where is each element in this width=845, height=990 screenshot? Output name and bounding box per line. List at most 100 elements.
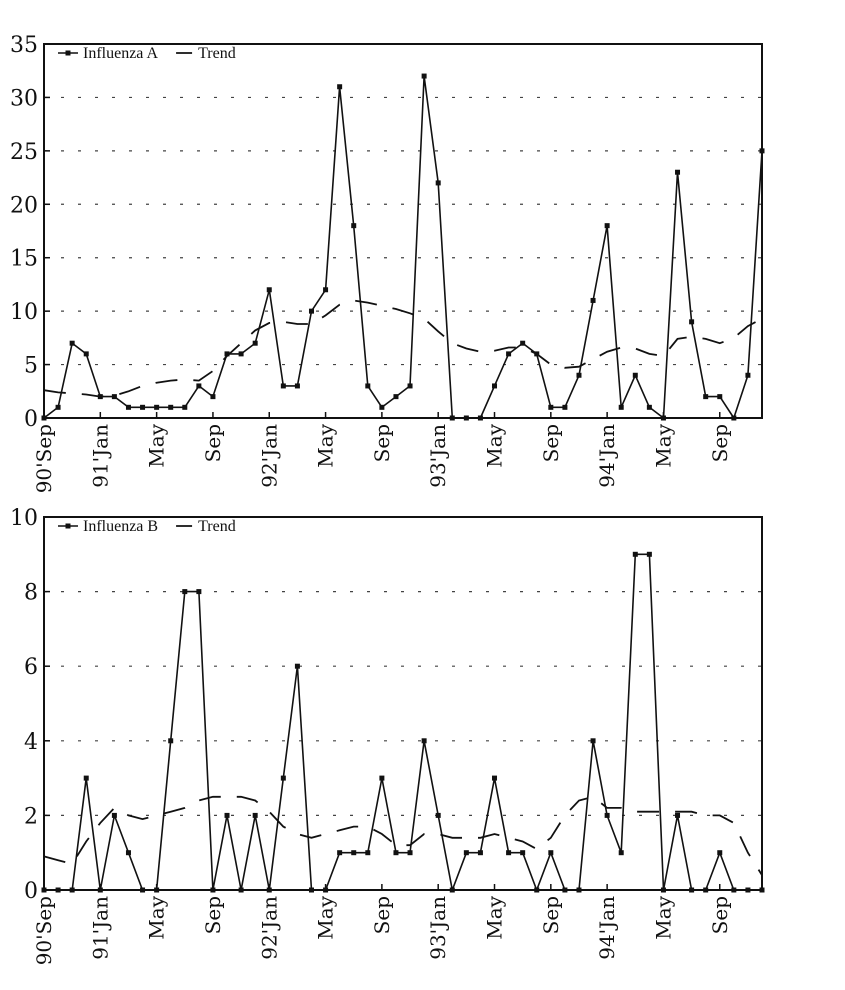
bottom-influenza-b-point (717, 850, 723, 856)
bottom-influenza-b-point (745, 887, 751, 893)
bottom-x-tick-label: May (651, 895, 675, 939)
top-x-tick-label: Sep (370, 424, 394, 462)
bottom-x-tick-label: Sep (539, 896, 563, 934)
top-influenza-a-point (280, 383, 286, 389)
top-influenza-a-point (140, 404, 146, 410)
top-influenza-a-point (154, 404, 160, 410)
bottom-influenza-b-point (590, 738, 596, 744)
bottom-y-tick-label: 8 (24, 581, 38, 606)
top-x-tick-label: 92'Jan (257, 424, 281, 488)
bottom-influenza-b-point (182, 589, 188, 595)
bottom-influenza-b-point (351, 850, 357, 856)
bottom-influenza-b-point (365, 850, 371, 856)
top-influenza-a-point (407, 383, 413, 389)
top-legend-influenza-a-marker (65, 50, 71, 56)
top-y-tick-label: 0 (24, 407, 38, 432)
top-influenza-a-point (435, 180, 441, 186)
top-influenza-a-point (351, 223, 357, 229)
bottom-x-tick-label: May (145, 895, 169, 939)
bottom-x-tick-label: Sep (708, 896, 732, 934)
bottom-influenza-b-point (140, 887, 146, 893)
bottom-x-tick-label: 91'Jan (88, 896, 112, 960)
bottom-x-tick-label: May (483, 895, 507, 939)
top-influenza-a-point (660, 415, 666, 421)
top-x-tick-label: May (145, 423, 169, 467)
top-x-tick-label: 91'Jan (88, 424, 112, 488)
bottom-legend-influenza-b-marker (65, 523, 71, 529)
top-influenza-a-point (196, 383, 202, 389)
top-influenza-a-point (576, 372, 582, 378)
bottom-influenza-b-point (463, 850, 469, 856)
bottom-influenza-b-point (280, 775, 286, 781)
bottom-influenza-b-point (294, 663, 300, 669)
bottom-influenza-b-point (520, 850, 526, 856)
top-influenza-a-point (689, 319, 695, 325)
top-influenza-a-point (168, 404, 174, 410)
bottom-x-tick-label: May (314, 895, 338, 939)
bottom-influenza-b-point (759, 887, 765, 893)
bottom-influenza-b-point (731, 887, 737, 893)
bottom-influenza-b-point (224, 812, 230, 818)
bottom-influenza-b-point (660, 887, 666, 893)
top-influenza-a-point (111, 394, 117, 400)
bottom-influenza-b-point (548, 850, 554, 856)
top-influenza-a-point (449, 415, 455, 421)
top-y-tick-label: 20 (10, 193, 38, 218)
bottom-x-tick-label: 90'Sep (32, 896, 56, 965)
bottom-influenza-b-point (604, 812, 610, 818)
top-influenza-a-point (210, 394, 216, 400)
top-x-tick-label: May (651, 423, 675, 467)
top-influenza-a-point (675, 169, 681, 175)
top-influenza-a-point (548, 404, 554, 410)
top-influenza-a-point (421, 73, 427, 79)
bottom-legend-influenza-b-label: Influenza B (83, 518, 158, 535)
bottom-x-tick-label: 93'Jan (426, 896, 450, 960)
bottom-influenza-b-point (111, 812, 117, 818)
bottom-plot-frame (43, 516, 763, 891)
bottom-influenza-b-point (449, 887, 455, 893)
bottom-y-tick-label: 6 (24, 655, 38, 680)
bottom-influenza-b-point (323, 887, 329, 893)
top-influenza-a-point (717, 394, 723, 400)
bottom-influenza-b-point (506, 850, 512, 856)
top-y-tick-label: 35 (10, 33, 38, 58)
top-influenza-a-point (337, 84, 343, 90)
bottom-influenza-b-point (618, 850, 624, 856)
top-legend: Influenza A Trend (58, 45, 236, 62)
top-influenza-a-point (745, 372, 751, 378)
bottom-y-tick-label: 10 (10, 506, 38, 531)
bottom-influenza-b-point (576, 887, 582, 893)
bottom-x-tick-label: Sep (201, 896, 225, 934)
bottom-influenza-b-point (83, 775, 89, 781)
bottom-trend-line (43, 795, 763, 876)
top-x-tick-label: May (314, 423, 338, 467)
top-influenza-a-point (604, 223, 610, 229)
bottom-y-tick-label: 2 (24, 804, 38, 829)
top-influenza-a-point (365, 383, 371, 389)
top-influenza-a-point (492, 383, 498, 389)
top-x-tick-label: Sep (539, 424, 563, 462)
top-influenza-a-point (463, 415, 469, 421)
bottom-influenza-b-point (210, 887, 216, 893)
top-legend-trend-label: Trend (198, 45, 236, 62)
top-x-tick-label: Sep (201, 424, 225, 462)
top-influenza-a-point (520, 340, 526, 346)
bottom-legend: Influenza B Trend (58, 518, 236, 535)
top-influenza-a-point (632, 372, 638, 378)
top-influenza-a-point (41, 415, 47, 421)
bottom-legend-trend-label: Trend (198, 518, 236, 535)
bottom-influenza-b-point (632, 551, 638, 557)
top-influenza-a-point (308, 308, 314, 314)
bottom-influenza-b-point (55, 887, 61, 893)
bottom-influenza-b-point (337, 850, 343, 856)
bottom-influenza-b-point (238, 887, 244, 893)
bottom-influenza-b-point (675, 812, 681, 818)
bottom-influenza-b-point (646, 551, 652, 557)
top-y-tick-label: 5 (24, 354, 38, 379)
top-plot-frame (43, 43, 763, 419)
bottom-influenza-b-point (266, 887, 272, 893)
bottom-x-tick-label: 94'Jan (595, 896, 619, 960)
bottom-influenza-b-point (196, 589, 202, 595)
bottom-influenza-b-point (41, 887, 47, 893)
